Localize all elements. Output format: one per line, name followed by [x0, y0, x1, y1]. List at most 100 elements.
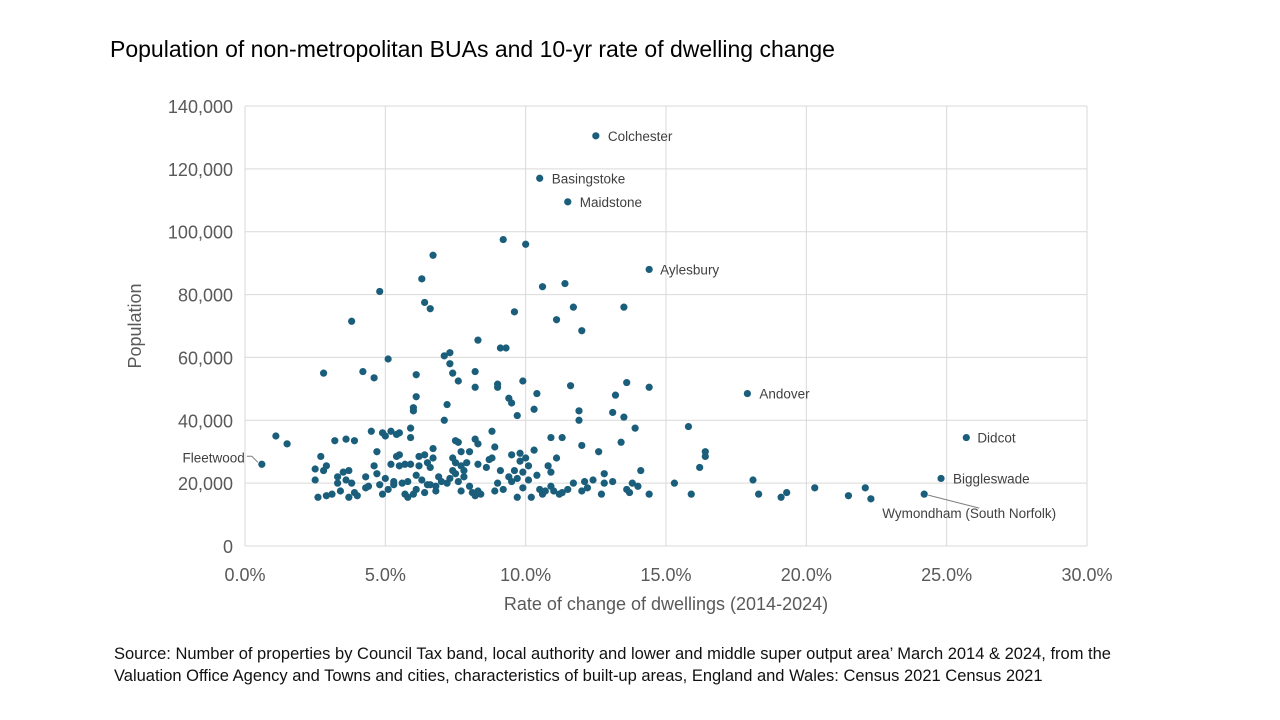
scatter-point — [426, 305, 434, 313]
scatter-point — [334, 473, 342, 481]
scatter-point — [589, 476, 597, 484]
y-tick-label: 0 — [223, 537, 233, 557]
scatter-point-labeled — [592, 132, 600, 140]
x-tick-label: 5.0% — [365, 565, 406, 585]
scatter-point — [353, 492, 361, 500]
scatter-point — [488, 454, 496, 462]
scatter-point-labeled — [564, 198, 572, 206]
scatter-point — [499, 485, 507, 494]
scatter-point — [623, 378, 631, 387]
scatter-point — [328, 490, 336, 498]
scatter-point — [474, 336, 482, 344]
scatter-point — [348, 317, 356, 325]
scatter-point — [451, 459, 460, 467]
scatter-point — [701, 452, 709, 461]
scatter-point — [376, 481, 384, 489]
scatter-point — [645, 383, 653, 391]
point-label: Basingstoke — [552, 171, 626, 186]
scatter-point — [783, 488, 791, 497]
scatter-point-labeled — [920, 490, 928, 498]
scatter-point — [345, 466, 353, 475]
scatter-point — [471, 367, 479, 376]
scatter-point — [359, 367, 367, 376]
scatter-point — [387, 427, 395, 435]
scatter-point — [421, 298, 429, 307]
scatter-point — [696, 463, 704, 472]
y-tick-label: 120,000 — [168, 160, 233, 180]
scatter-point — [331, 437, 339, 445]
x-tick-label: 30.0% — [1061, 565, 1112, 585]
x-tick-label: 20.0% — [781, 565, 832, 585]
scatter-point — [454, 477, 462, 486]
scatter-point — [519, 468, 527, 476]
scatter-point — [578, 327, 586, 335]
scatter-point — [373, 448, 381, 456]
scatter-point — [451, 470, 460, 478]
point-label: Didcot — [977, 431, 1016, 446]
axes: 0 20,000 40,000 60,000 80,000 100,000 120,000 1… — [168, 97, 1113, 585]
scatter-point — [637, 466, 645, 475]
scatter-point — [581, 477, 589, 486]
scatter-point — [749, 476, 757, 484]
scatter-point — [491, 487, 499, 495]
scatter-point — [311, 476, 319, 484]
scatter-point — [322, 462, 330, 470]
scatter-point — [387, 460, 395, 468]
scatter-point — [401, 460, 409, 468]
scatter-point — [437, 477, 446, 486]
scatter-point — [569, 303, 577, 311]
scatter-point — [687, 490, 695, 498]
data-points — [258, 132, 970, 503]
scatter-point — [457, 448, 465, 456]
y-tick-label: 40,000 — [178, 411, 233, 431]
scatter-point — [404, 493, 412, 501]
point-label: Biggleswade — [953, 471, 1030, 486]
point-label: Aylesbury — [660, 262, 719, 277]
scatter-point — [508, 451, 516, 459]
scatter-point — [460, 466, 468, 475]
y-axis-title: Population — [125, 283, 145, 368]
scatter-point — [564, 485, 572, 494]
scatter-point — [645, 490, 653, 498]
scatter-point — [620, 303, 628, 311]
scatter-point — [465, 448, 474, 456]
scatter-point — [482, 463, 490, 472]
scatter-point — [348, 479, 356, 487]
scatter-point — [609, 477, 617, 486]
scatter-point — [566, 382, 575, 390]
scatter-point — [342, 435, 350, 443]
source-note: Source: Number of properties by Council … — [114, 645, 1111, 685]
scatter-point — [600, 470, 608, 478]
scatter-point — [550, 487, 558, 495]
scatter-point — [502, 344, 510, 352]
y-tick-label: 100,000 — [168, 223, 233, 243]
scatter-point — [488, 427, 496, 435]
scatter-point — [513, 411, 521, 420]
scatter-point — [336, 487, 345, 495]
scatter-point-labeled — [743, 389, 751, 398]
scatter-point — [418, 275, 426, 283]
y-tick-label: 140,000 — [168, 97, 233, 117]
scatter-point — [508, 399, 516, 407]
scatter-point — [398, 479, 406, 487]
x-tick-label: 25.0% — [921, 565, 972, 585]
scatter-point — [370, 374, 378, 382]
scatter-point — [421, 488, 429, 497]
scatter-point — [494, 479, 502, 487]
scatter-point — [516, 457, 524, 465]
scatter-point — [547, 468, 555, 476]
scatter-point-labeled — [937, 474, 945, 483]
scatter-point — [373, 470, 381, 478]
scatter-point — [395, 429, 403, 437]
scatter-point — [578, 441, 586, 450]
scatter-point — [508, 477, 516, 486]
scatter-point — [575, 407, 583, 415]
scatter-point — [412, 485, 420, 494]
scatter-point — [552, 454, 561, 462]
point-label: Maidstone — [580, 195, 642, 210]
scatter-point — [510, 466, 519, 475]
scatter-point — [547, 433, 555, 442]
scatter-point — [561, 279, 569, 288]
scatter-point — [558, 433, 566, 442]
scatter-point — [415, 452, 423, 461]
